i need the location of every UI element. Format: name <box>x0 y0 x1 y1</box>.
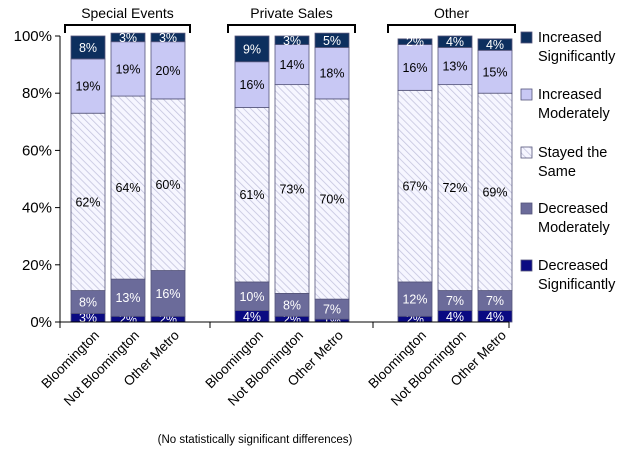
data-label: 19% <box>75 80 100 94</box>
y-tick-label: 60% <box>22 142 52 159</box>
bar-segment <box>397 89 433 283</box>
legend-label: Decreased Moderately <box>538 201 610 236</box>
data-label: 13% <box>115 291 140 305</box>
data-label: 61% <box>239 188 264 202</box>
y-tick-label: 40% <box>22 200 52 217</box>
data-label: 60% <box>155 178 180 192</box>
bar-segment <box>234 61 270 108</box>
footnote: (No statistically significant difference… <box>158 434 353 446</box>
group-label: Other <box>434 5 469 21</box>
data-label: 7% <box>486 294 504 308</box>
data-label: 67% <box>402 180 427 194</box>
data-label: 3% <box>283 34 301 48</box>
legend-label: Stayed the Same <box>538 145 607 180</box>
data-label: 10% <box>239 290 264 304</box>
bar-segment <box>274 84 310 294</box>
data-label: 8% <box>79 295 97 309</box>
bar-segment <box>70 35 106 60</box>
data-label: 4% <box>243 310 261 324</box>
data-label: 16% <box>155 287 180 301</box>
bar-segment <box>274 35 310 45</box>
bar-segment <box>150 270 186 317</box>
legend-label: Increased Moderately <box>538 87 610 122</box>
data-label: 2% <box>406 35 424 49</box>
bar-segment <box>314 32 350 48</box>
group-bracket <box>227 24 356 33</box>
bar-segment <box>477 38 513 51</box>
data-label: 20% <box>155 64 180 78</box>
bar-segment <box>110 41 146 97</box>
data-label: 62% <box>75 195 100 209</box>
bar-segment <box>234 35 270 63</box>
legend-swatch <box>520 146 533 159</box>
data-label: 4% <box>446 35 464 49</box>
bar-segment <box>437 35 473 48</box>
bar-segment <box>70 58 106 114</box>
data-label: 69% <box>482 185 507 199</box>
legend-swatch <box>520 202 533 215</box>
bar-segment <box>70 112 106 291</box>
bar-segment <box>234 281 270 311</box>
group-bracket <box>387 24 516 33</box>
data-label: 19% <box>115 62 140 76</box>
data-label: 7% <box>446 294 464 308</box>
group-label: Special Events <box>81 5 174 21</box>
data-label: 70% <box>319 193 344 207</box>
bar-segment <box>314 98 350 300</box>
data-label: 7% <box>323 303 341 317</box>
legend-label: Increased Significantly <box>538 30 616 65</box>
y-tick-label: 20% <box>22 257 52 274</box>
data-label: 12% <box>402 293 427 307</box>
bar-segment <box>110 32 146 43</box>
bar-segment <box>150 32 186 43</box>
data-label: 72% <box>442 181 467 195</box>
bar-segment <box>397 38 433 45</box>
y-tick-label: 100% <box>14 28 52 45</box>
data-label: 73% <box>279 183 304 197</box>
data-label: 5% <box>323 34 341 48</box>
data-label: 64% <box>115 181 140 195</box>
legend-label: Decreased Significantly <box>538 258 616 293</box>
data-label: 8% <box>79 41 97 55</box>
data-label: 15% <box>482 65 507 79</box>
legend-swatch <box>520 31 533 44</box>
bar-segment <box>477 92 513 291</box>
bar-segment <box>150 98 186 271</box>
data-label: 16% <box>402 61 427 75</box>
data-label: 16% <box>239 78 264 92</box>
bar-segment <box>274 44 310 86</box>
bar-segment <box>397 44 433 91</box>
group-label: Private Sales <box>250 5 332 21</box>
bar-segment <box>150 41 186 100</box>
bar-segment <box>110 95 146 280</box>
group-bracket <box>64 24 191 33</box>
data-label: 4% <box>486 38 504 52</box>
bar-segment <box>234 107 270 283</box>
data-label: 18% <box>319 67 344 81</box>
legend-swatch <box>520 259 533 272</box>
y-tick-label: 80% <box>22 85 52 102</box>
data-label: 4% <box>446 310 464 324</box>
data-label: 4% <box>486 310 504 324</box>
legend-swatch <box>520 88 533 101</box>
data-label: 3% <box>159 31 177 45</box>
data-label: 14% <box>279 58 304 72</box>
bar-segment <box>314 47 350 100</box>
data-label: 3% <box>119 31 137 45</box>
data-label: 8% <box>283 298 301 312</box>
data-label: 9% <box>243 42 261 56</box>
bar-segment <box>110 278 146 317</box>
y-tick-label: 0% <box>30 314 52 331</box>
data-label: 13% <box>442 60 467 74</box>
